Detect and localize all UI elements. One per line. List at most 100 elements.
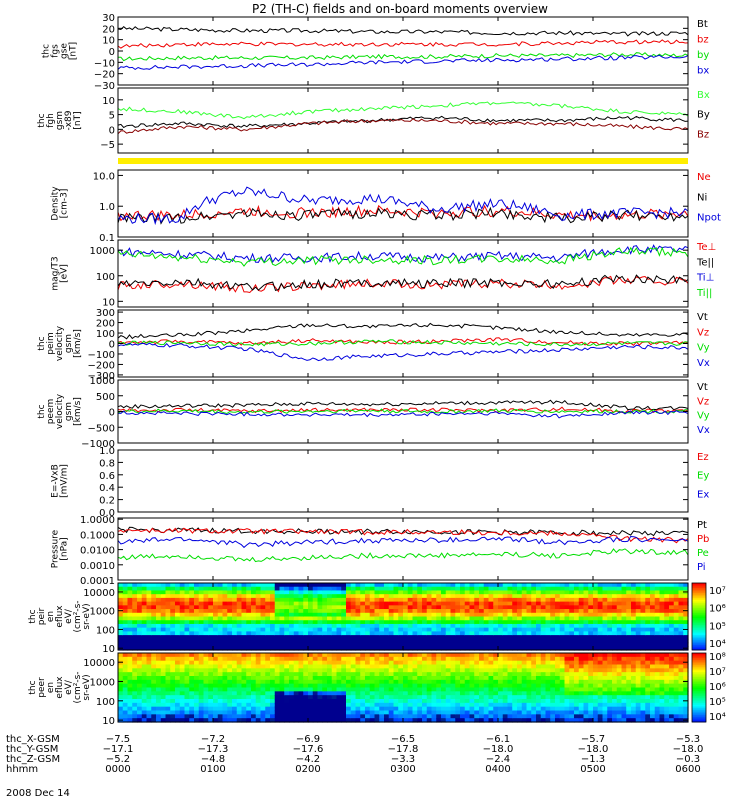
- legend-density-1: Ni: [697, 192, 707, 203]
- series-fgs-0: [117, 26, 689, 37]
- ytick-pressure-3: 0.0010: [80, 561, 115, 572]
- colorbar-tick-peir-0: 10⁷: [709, 586, 726, 597]
- ytick-peim-5: −200: [88, 360, 115, 371]
- ylabel-peer-1: peer: [37, 677, 47, 698]
- ylabel-fgh-3: -x89: [64, 110, 74, 130]
- legend-peem-2: Vy: [697, 411, 710, 422]
- xaxis-value-2-0: −6.9: [296, 734, 320, 745]
- xaxis-value-4-0: −6.1: [486, 734, 510, 745]
- ytick-fgh-3: −5: [100, 140, 115, 151]
- panel-density: Ne Ni Npot 10.0 1.0 0.1 Density [cm-3]: [51, 169, 721, 244]
- ylabel-peer-2: en: [46, 682, 56, 693]
- xaxis-value-1-1: −17.3: [198, 744, 229, 755]
- ylabel-peem-2: velocity: [55, 393, 65, 429]
- legend-fgs-3: bx: [697, 66, 709, 77]
- xaxis-value-2-1: −17.6: [293, 744, 324, 755]
- ytick-fgs-1: 20: [102, 24, 115, 35]
- series-temp-2: [117, 244, 689, 264]
- colorbar-tick-peir-1: 10⁶: [709, 604, 726, 615]
- xaxis-value-5-2: −1.3: [581, 754, 605, 765]
- series-pressure-0: [117, 526, 689, 537]
- ylabel-fgh-2: gsm: [55, 111, 65, 130]
- series-fgs-1: [117, 39, 689, 49]
- xaxis-value-0-1: −17.1: [103, 744, 134, 755]
- ylabel-peer-5: (cm²-s-: [73, 671, 83, 703]
- ytick-peer-1: 1000: [90, 678, 115, 689]
- ytick-peem-1: 500: [96, 392, 115, 403]
- ylabel-peer-6: sr-eV): [82, 674, 92, 700]
- legend-temp-2: Ti⊥: [696, 273, 714, 284]
- legend-pressure-0: Pt: [697, 520, 707, 531]
- legend-temp-1: Te||: [696, 257, 714, 268]
- panel-efield: Ez Ey Ex 1.00.8 0.60.4 0.20.0 E=-VxB [mV/m]: [51, 446, 710, 519]
- ylabel-temp-1: [eV]: [60, 264, 70, 283]
- series-peim-0: [117, 322, 689, 340]
- ytick-peem-0: 1000: [90, 376, 115, 387]
- ytick-density-0: 10.0: [93, 171, 115, 182]
- series-fgh-2: [117, 118, 689, 135]
- ylabel-peir-1: peir: [37, 607, 47, 625]
- ylabel-density-0: Density: [51, 186, 61, 221]
- panel-pressure: Pt Pb Pe Pi 1.0000 0.1000 0.0100 0.0010 0.0001 Pr…: [51, 515, 710, 587]
- ytick-fgs-2: 10: [102, 36, 115, 47]
- ytick-efield-3: 0.4: [99, 483, 115, 494]
- series-pressure-1: [117, 527, 689, 544]
- ylabel-density-1: [cm-3]: [60, 189, 70, 219]
- ylabel-peem-4: [km/s]: [73, 397, 83, 426]
- legend-peim-1: Vz: [697, 327, 709, 338]
- series-peim-3: [117, 342, 689, 362]
- ylabel-fgs-3: [nT]: [69, 42, 79, 60]
- ytick-efield-5: 0.0: [99, 508, 115, 519]
- series-temp-1: [117, 274, 689, 292]
- series-peem-2: [117, 408, 688, 415]
- ytick-peir-3: 10: [102, 644, 115, 655]
- panel-temp: Te⊥ Te|| Ti⊥ Ti|| 1000 100 10 mag/T3 [eV]: [51, 239, 716, 308]
- ylabel-fgh-4: [nT]: [73, 111, 83, 129]
- ytick-fgs-4: −10: [94, 58, 115, 69]
- ytick-peir-1: 1000: [90, 607, 115, 618]
- series-temp-3: [117, 246, 689, 267]
- frame-pressure: [117, 517, 689, 581]
- ylabel-peir-0: thc: [28, 609, 38, 623]
- ylabel-temp-0: mag/T3: [51, 256, 61, 290]
- legend-peem-3: Vx: [697, 425, 710, 436]
- series-fgh-0: [117, 101, 689, 120]
- xaxis-value-5-1: −18.0: [578, 744, 609, 755]
- legend-efield-1: Ey: [697, 471, 709, 482]
- ylabel-fgs-0: thc: [42, 44, 52, 58]
- xaxis-value-4-1: −18.0: [483, 744, 514, 755]
- ylabel-peir-4: eV/: [64, 608, 74, 624]
- xaxis-value-3-3: 0300: [390, 764, 415, 775]
- series-density-1: [117, 206, 689, 225]
- xaxis-value-3-1: −17.8: [388, 744, 419, 755]
- ytick-efield-2: 0.6: [99, 471, 115, 482]
- ytick-peir-2: 100: [96, 625, 115, 636]
- xaxis-row-label-3: hhmm: [6, 764, 38, 775]
- ylabel-peim-3: gsm: [64, 334, 74, 353]
- xaxis-value-2-3: 0200: [295, 764, 320, 775]
- series-fgs-3: [117, 54, 689, 71]
- ytick-fgh-1: 5: [109, 111, 115, 122]
- frame-fgs: [117, 16, 689, 86]
- ylabel-peer-3: eflux: [55, 676, 65, 699]
- ytick-temp-0: 1000: [90, 246, 115, 257]
- ytick-peim-0: 300: [96, 308, 115, 319]
- xaxis-row-label-2: thc_Z-GSM: [6, 754, 60, 765]
- ylabel-peir-5: (cm²-s-: [73, 600, 83, 632]
- ytick-efield-1: 0.8: [99, 458, 115, 469]
- xaxis-value-0-3: 0000: [105, 764, 130, 775]
- ytick-fgh-0: 10: [102, 96, 115, 107]
- legend-fgh-0: Bx: [697, 90, 710, 101]
- colorbar-tick-peer-2: 10⁶: [709, 682, 726, 693]
- xaxis-value-3-2: −3.3: [391, 754, 415, 765]
- ytick-pressure-1: 0.1000: [80, 530, 115, 541]
- ytick-efield-4: 0.2: [99, 496, 115, 507]
- xaxis-value-1-0: −7.2: [201, 734, 225, 745]
- ytick-efield-0: 1.0: [99, 446, 115, 457]
- ylabel-peim-4: [km/s]: [73, 329, 83, 358]
- panel-peir: 10⁷ 10⁶ 10⁵ 10⁴ 10000 1000 100 10 thc peir en eflux…: [28, 582, 726, 655]
- ylabel-peer-4: eV/: [64, 679, 74, 695]
- colorbar-tick-peer-1: 10⁷: [709, 667, 726, 678]
